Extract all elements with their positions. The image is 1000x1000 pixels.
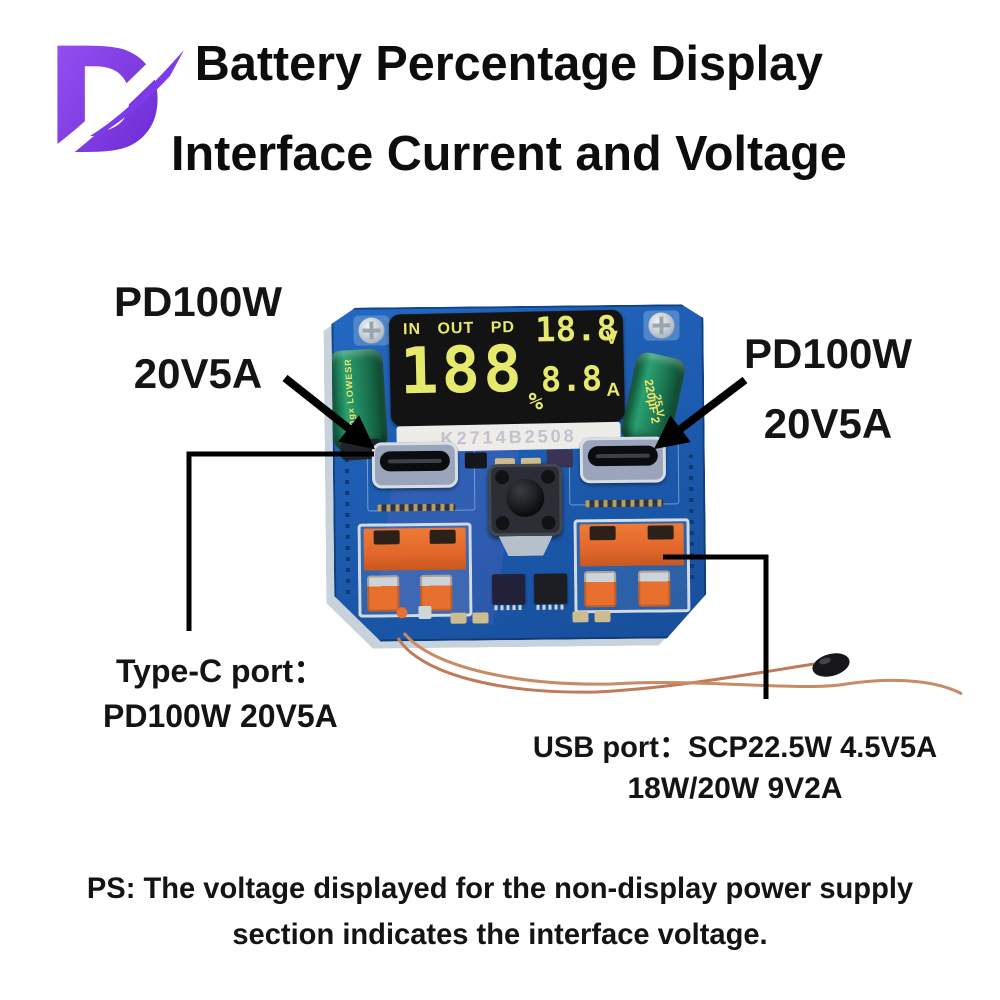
usb-a-clip xyxy=(584,571,616,607)
button-corner xyxy=(495,470,509,484)
ic-chip xyxy=(534,574,567,604)
capacitor-right: 220μF 2 25 V xyxy=(619,350,687,449)
typec-slot xyxy=(588,446,658,467)
resistor xyxy=(450,613,466,624)
ic-chip xyxy=(492,574,525,604)
lcd-display: IN OUT PD 188 % 18.8 V 8.8 A xyxy=(389,310,625,427)
typec-port-left xyxy=(372,442,458,489)
button-corner xyxy=(541,516,555,530)
smd-component xyxy=(465,452,487,468)
capacitor-left-text: chengx LOWESR xyxy=(342,357,359,445)
label-typec-port-line1: Type-C port： xyxy=(116,653,326,689)
pcb-board: chengx LOWESR 220μF 2 25 V IN OUT PD 188… xyxy=(331,304,706,642)
screw-icon xyxy=(648,312,674,338)
button-cap xyxy=(506,479,544,517)
contact-pins-right xyxy=(585,499,663,507)
screw-pad-left xyxy=(353,315,389,345)
capacitor-left: chengx LOWESR xyxy=(328,348,388,451)
thermistor-bead xyxy=(812,653,850,677)
typec-slot xyxy=(380,451,450,472)
thermistor-bead-highlight xyxy=(819,657,831,665)
usb-a-stack-left xyxy=(358,522,473,617)
pcb-module-photo: chengx LOWESR 220μF 2 25 V IN OUT PD 188… xyxy=(331,304,706,642)
usb-a-clip xyxy=(367,575,399,611)
label-typec-port-line2: PD100W 20V5A xyxy=(103,698,338,734)
lcd-voltage-value: 18.8 xyxy=(534,308,618,351)
usb-a-clip xyxy=(638,570,670,606)
lcd-current-unit: A xyxy=(606,379,621,402)
button-corner xyxy=(541,470,555,484)
button-corner xyxy=(495,516,509,530)
typec-port-right xyxy=(580,436,666,483)
lcd-percent-value: 188 xyxy=(399,332,526,410)
logo-swoosh xyxy=(38,24,196,174)
resistor xyxy=(572,611,588,622)
label-left-typec-line2: 20V5A xyxy=(133,350,263,397)
capacitor-right-text2: 25 V xyxy=(650,393,667,418)
via-column-left xyxy=(345,458,350,598)
label-usb-port-line1: USB port：SCP22.5W 4.5V5A xyxy=(532,731,938,764)
usb-a-stack-right xyxy=(573,518,690,613)
button-solder-pad xyxy=(499,536,553,557)
usb-a-tongue xyxy=(580,523,684,566)
lcd-current-value: 8.8 xyxy=(540,359,603,401)
label-left-typec-line1: PD100W xyxy=(113,278,283,325)
page-title-line2: Interface Current and Voltage xyxy=(171,127,847,181)
usb-a-tongue xyxy=(364,528,466,571)
resistor xyxy=(594,611,610,622)
mode-push-button xyxy=(488,464,563,537)
page-title-line1: Battery Percentage Display xyxy=(194,37,824,91)
footnote-line2: section indicates the interface voltage. xyxy=(232,918,768,951)
footnote-line1: PS: The voltage displayed for the non-di… xyxy=(86,872,914,905)
screw-pad-right xyxy=(643,310,679,340)
resistor xyxy=(472,612,488,623)
brand-logo: D xyxy=(38,24,196,174)
contact-pins-left xyxy=(377,504,455,512)
solder-pad xyxy=(396,607,407,618)
lcd-voltage-unit: V xyxy=(605,327,619,350)
label-right-typec-line2: 20V5A xyxy=(763,400,893,447)
screw-icon xyxy=(358,317,384,343)
label-usb-port-line2: 18W/20W 9V2A xyxy=(627,772,843,805)
smd-component xyxy=(418,606,431,619)
label-right-typec-line1: PD100W xyxy=(743,330,913,377)
